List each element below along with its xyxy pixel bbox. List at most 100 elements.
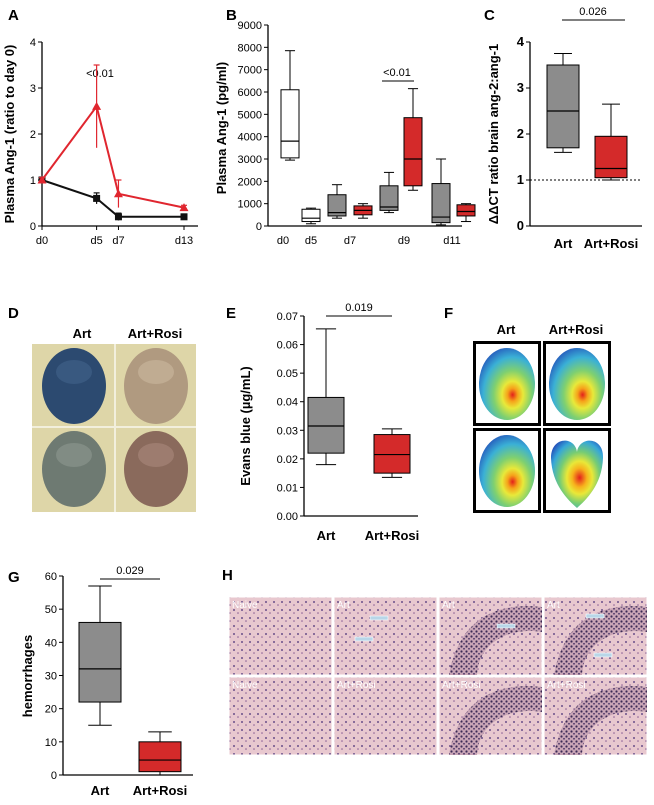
y-tick-label: 2 bbox=[517, 126, 524, 141]
hemorrhage-arrow bbox=[496, 623, 516, 629]
y-tick-label: 4 bbox=[517, 34, 525, 49]
histology-dense-layer bbox=[554, 686, 647, 755]
panel-h-letter: H bbox=[222, 567, 233, 584]
box-art-box bbox=[78, 621, 122, 703]
x-tick-label: d7 bbox=[344, 235, 356, 247]
y-tick-label: 0.02 bbox=[277, 454, 298, 466]
hemorrhage-arrow bbox=[354, 636, 374, 642]
histology-tile bbox=[228, 596, 333, 676]
y-tick-label: 0.03 bbox=[277, 425, 298, 437]
hemorrhage-arrow bbox=[593, 652, 613, 658]
heatmap-brain-artrosi-top bbox=[549, 348, 605, 420]
x-category-label: Art+Rosi bbox=[133, 783, 188, 798]
panel-e-pvalue: 0.019 bbox=[345, 302, 373, 314]
histology-tile-label: Art+Rosi bbox=[547, 680, 586, 691]
y-tick-label: 30 bbox=[45, 671, 57, 683]
y-tick-label: 8000 bbox=[238, 42, 262, 54]
brain-artrosi-bottom bbox=[124, 431, 188, 507]
brain-artrosi-bottom-highlight bbox=[138, 443, 174, 467]
panel-c-ylabel: ΔΔCT ratio brain ang-2:ang-1 bbox=[486, 44, 501, 224]
brain-artrosi-top-highlight bbox=[138, 360, 174, 384]
y-tick-label: 3 bbox=[30, 83, 36, 95]
y-tick-label: 4 bbox=[30, 37, 36, 49]
x-category-label: Art bbox=[91, 783, 110, 798]
x-category-label: Art bbox=[554, 236, 573, 251]
heatmap-brain-artrosi-bottom bbox=[551, 440, 604, 508]
panel-d-letter: D bbox=[8, 305, 19, 322]
x-tick-label: d9 bbox=[398, 235, 410, 247]
histology-tile-label: Art bbox=[337, 600, 350, 611]
x-category-label: Art bbox=[317, 528, 336, 543]
y-tick-label: 0.01 bbox=[277, 482, 298, 494]
box-art-box bbox=[307, 396, 345, 454]
y-tick-label: 60 bbox=[45, 571, 57, 583]
box-d11-rosi-box bbox=[456, 204, 476, 217]
brain-art-bottom bbox=[42, 431, 106, 507]
y-tick-label: 40 bbox=[45, 637, 57, 649]
histology-tile-label: Art bbox=[547, 600, 560, 611]
y-tick-label: 0.05 bbox=[277, 368, 298, 380]
heatmap-brain-art-top bbox=[479, 348, 535, 420]
y-tick-label: 1 bbox=[517, 172, 524, 187]
y-tick-label: 2 bbox=[30, 129, 36, 141]
y-tick-label: 0.04 bbox=[277, 397, 298, 409]
y-tick-label: 5000 bbox=[238, 109, 262, 121]
histology-tile bbox=[228, 676, 333, 756]
series-rosi-point bbox=[92, 101, 102, 110]
panel-f-col-art: Art bbox=[497, 322, 516, 337]
x-tick-label: d5 bbox=[90, 235, 102, 247]
panel-c-pvalue: 0.026 bbox=[579, 6, 607, 18]
x-tick-label: d0 bbox=[36, 235, 48, 247]
panel-b-letter: B bbox=[226, 7, 237, 24]
histology-dense-layer bbox=[449, 686, 542, 755]
panel-d-col-artrosi: Art+Rosi bbox=[128, 326, 183, 341]
panel-a-annotation: <0.01 bbox=[86, 68, 114, 80]
y-tick-label: 7000 bbox=[238, 65, 262, 77]
x-category-label: Art+Rosi bbox=[584, 236, 639, 251]
histology-tile-label: Art bbox=[442, 600, 455, 611]
hemorrhage-arrow bbox=[585, 613, 605, 619]
panel-g-pvalue: 0.029 bbox=[116, 565, 144, 577]
brain-artrosi-top bbox=[124, 348, 188, 424]
x-tick-label: d11 bbox=[443, 235, 461, 247]
panel-f-letter: F bbox=[444, 305, 453, 322]
y-tick-label: 20 bbox=[45, 704, 57, 716]
box-d9-art-box bbox=[379, 185, 399, 211]
y-tick-label: 0.00 bbox=[277, 511, 298, 523]
series-art-line bbox=[41, 179, 184, 218]
box-rosi-box bbox=[373, 434, 411, 474]
y-tick-label: 0 bbox=[51, 770, 57, 782]
histology-tile-label: Naive bbox=[232, 680, 258, 691]
x-tick-label: d0 bbox=[277, 235, 289, 247]
panel-a-ylabel: Plasma Ang-1 (ratio to day 0) bbox=[2, 45, 17, 224]
histology-dense-layer bbox=[554, 606, 647, 675]
panel-b-annotation: <0.01 bbox=[383, 67, 411, 79]
box-d7-art-box bbox=[327, 194, 347, 217]
series-rosi-point bbox=[179, 203, 189, 212]
panel-f-col-artrosi: Art+Rosi bbox=[549, 322, 604, 337]
box-d11-art-box bbox=[431, 183, 451, 224]
series-art-point bbox=[180, 213, 188, 221]
y-tick-label: 0.07 bbox=[277, 311, 298, 323]
y-tick-label: 10 bbox=[45, 737, 57, 749]
brain-art-top-highlight bbox=[56, 360, 92, 384]
y-tick-label: 1000 bbox=[238, 199, 262, 211]
panel-c: C ΔΔCT ratio brain ang-2:ang-1 0.026 0 1 2… bbox=[484, 6, 642, 251]
brain-art-bottom-highlight bbox=[56, 443, 92, 467]
histology-dense-layer bbox=[449, 606, 542, 675]
panel-g-ylabel: hemorrhages bbox=[20, 635, 35, 717]
panel-h: H Naive Art Art Art Naive Art+Rosi Art+Rosi Art… bbox=[222, 567, 648, 756]
histology-tile bbox=[333, 676, 438, 756]
y-tick-label: 6000 bbox=[238, 87, 262, 99]
x-category-label: Art+Rosi bbox=[365, 528, 420, 543]
box-d9-rosi-box bbox=[403, 117, 423, 187]
series-rosi-point bbox=[113, 189, 123, 198]
y-tick-label: 1 bbox=[30, 175, 36, 187]
y-tick-label: 0 bbox=[256, 221, 262, 233]
box-rosi-box bbox=[594, 135, 628, 179]
box-d5-naive-box bbox=[301, 208, 321, 223]
panel-d: D Art Art+Rosi bbox=[8, 305, 196, 512]
histology-tile-label: Art+Rosi bbox=[337, 680, 376, 691]
histology-tile bbox=[333, 596, 438, 676]
panel-f: F Art Art+Rosi bbox=[444, 305, 611, 513]
